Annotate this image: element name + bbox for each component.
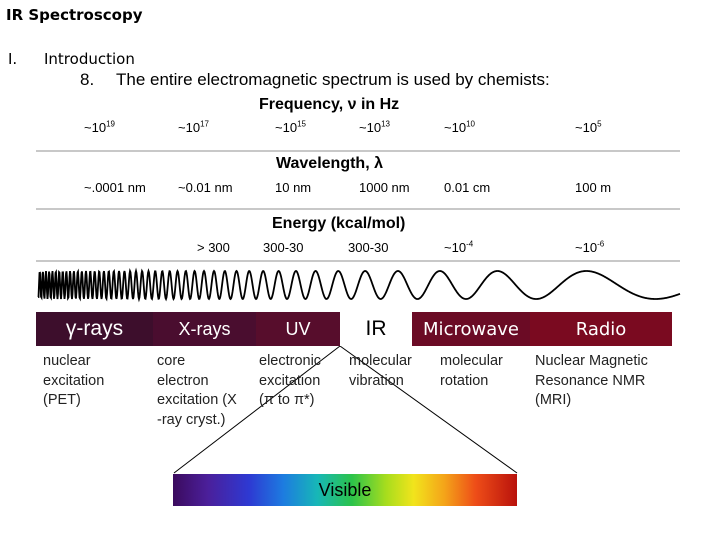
visible-spectrum-bar bbox=[173, 474, 517, 506]
energy-axis-line bbox=[36, 260, 680, 262]
wave-line bbox=[37, 267, 681, 303]
band-uv: UV bbox=[256, 312, 340, 346]
wavelength-tick: 1000 nm bbox=[359, 180, 410, 195]
desc-microwave: molecular rotation bbox=[440, 353, 503, 389]
band-x-rays: X-rays bbox=[153, 312, 256, 346]
wavelength-tick: ~0.01 nm bbox=[178, 180, 233, 195]
frequency-tick: ~1013 bbox=[359, 119, 390, 135]
band-label: UV bbox=[285, 318, 311, 339]
desc-radio: Nuclear Magnetic Resonance NMR (MRI) bbox=[535, 353, 648, 408]
wavelength-tick: 100 m bbox=[575, 180, 612, 195]
energy-title: Energy (kcal/mol) bbox=[272, 215, 406, 232]
desc-x-rays: core electron excitation (X -ray cryst.) bbox=[157, 353, 237, 428]
band-microwave: Microwave bbox=[412, 312, 530, 346]
point-text: The entire electromagnetic spectrum is u… bbox=[116, 70, 550, 89]
section-number: I. bbox=[8, 50, 18, 68]
frequency-tick: ~1017 bbox=[178, 119, 209, 135]
page-title: IR Spectroscopy bbox=[6, 6, 143, 24]
point-line: 8. The entire electromagnetic spectrum is… bbox=[80, 70, 550, 90]
desc-gamma-rays: nuclear excitation (PET) bbox=[43, 353, 105, 408]
frequency-tick: ~1010 bbox=[444, 119, 475, 135]
energy-tick: 300-30 bbox=[263, 240, 304, 255]
band-label: X-rays bbox=[178, 318, 231, 339]
desc-uv: electronic excitation (π to π*) bbox=[259, 353, 322, 408]
band-label: Radio bbox=[575, 318, 627, 340]
wavelength-title: Wavelength, λ bbox=[276, 155, 383, 172]
band-radio: Radio bbox=[530, 312, 672, 346]
section-title: Introduction bbox=[44, 50, 135, 68]
frequency-title: Frequency, ν in Hz bbox=[259, 96, 400, 113]
band-gamma-rays: γ-rays bbox=[36, 312, 153, 346]
band-label: IR bbox=[365, 317, 387, 340]
wavelength-tick: ~.0001 nm bbox=[84, 180, 146, 195]
wavelength-tick: 0.01 cm bbox=[444, 180, 491, 195]
desc-ir: molecular vibration bbox=[349, 353, 412, 389]
energy-tick: ~10-4 bbox=[444, 239, 474, 255]
frequency-tick: ~1019 bbox=[84, 119, 115, 135]
frequency-axis-line bbox=[36, 150, 680, 152]
visible-guide-right bbox=[339, 345, 518, 474]
visible-label: Visible bbox=[318, 480, 372, 500]
frequency-tick: ~1015 bbox=[275, 119, 306, 135]
band-label: γ-rays bbox=[65, 317, 124, 340]
frequency-tick: ~105 bbox=[575, 119, 602, 135]
visible-guide-left bbox=[173, 345, 341, 474]
energy-tick: > 300 bbox=[197, 240, 230, 255]
wavelength-tick: 10 nm bbox=[275, 180, 312, 195]
band-label: Microwave bbox=[423, 318, 519, 340]
energy-tick: 300-30 bbox=[348, 240, 389, 255]
point-number: 8. bbox=[80, 70, 95, 89]
band-ir: IR bbox=[340, 312, 412, 346]
energy-tick: ~10-6 bbox=[575, 239, 605, 255]
wavelength-axis-line bbox=[36, 208, 680, 210]
